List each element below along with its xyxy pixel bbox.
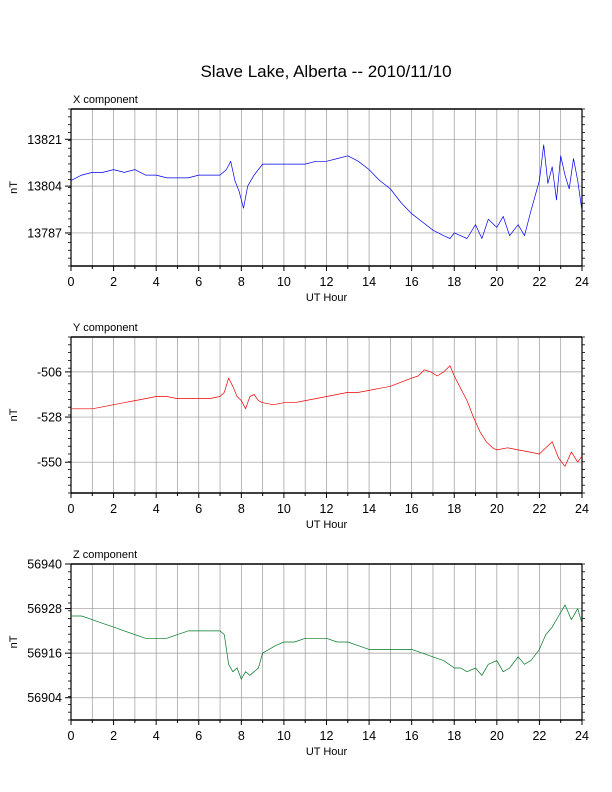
- x-x-tick-label: 6: [195, 275, 202, 289]
- z-x-tick-label: 22: [532, 729, 546, 743]
- z-series-line: [71, 604, 583, 680]
- z-x-tick-label: 16: [405, 729, 419, 743]
- x-y-tick-label: 13787: [27, 226, 62, 240]
- y-x-tick-label: 20: [490, 502, 504, 516]
- x-x-tick-label: 22: [532, 275, 546, 289]
- x-x-tick-label: 20: [490, 275, 504, 289]
- y-panel-label: Y component: [73, 322, 138, 334]
- z-x-tick-label: 12: [320, 729, 334, 743]
- x-y-tick-label: 13821: [27, 133, 62, 147]
- y-x-tick-label: 2: [110, 502, 117, 516]
- x-panel-label: X component: [73, 94, 138, 106]
- z-x-tick-label: 0: [68, 729, 75, 743]
- y-x-axis-label: UT Hour: [306, 519, 348, 531]
- x-x-tick-label: 0: [68, 275, 75, 289]
- z-x-tick-label: 20: [490, 729, 504, 743]
- y-x-tick-label: 16: [405, 502, 419, 516]
- x-x-tick-label: 10: [277, 275, 291, 289]
- y-x-tick-label: 8: [238, 502, 245, 516]
- z-x-tick-label: 4: [153, 729, 160, 743]
- y-x-tick-label: 18: [447, 502, 461, 516]
- y-x-tick-label: 4: [153, 502, 160, 516]
- y-y-tick-label: -528: [37, 411, 62, 425]
- x-x-tick-label: 8: [238, 275, 245, 289]
- z-x-tick-label: 8: [238, 729, 245, 743]
- y-x-tick-label: 0: [68, 502, 75, 516]
- y-y-tick-label: -506: [37, 365, 62, 379]
- z-y-tick-label: 56904: [27, 691, 62, 705]
- z-x-tick-label: 2: [110, 729, 117, 743]
- x-y-axis-label: nT: [8, 181, 20, 194]
- x-x-tick-label: 4: [153, 275, 160, 289]
- y-x-tick-label: 24: [575, 502, 589, 516]
- x-y-tick-label: 13804: [27, 180, 62, 194]
- z-y-tick-label: 56916: [27, 647, 62, 661]
- y-x-tick-label: 10: [277, 502, 291, 516]
- figure-title: Slave Lake, Alberta -- 2010/11/10: [200, 62, 451, 81]
- y-y-axis-label: nT: [8, 408, 20, 421]
- z-x-tick-label: 14: [362, 729, 376, 743]
- z-x-tick-label: 24: [575, 729, 589, 743]
- y-x-tick-label: 6: [195, 502, 202, 516]
- y-x-tick-label: 22: [532, 502, 546, 516]
- z-y-tick-label: 56928: [27, 602, 62, 616]
- x-x-tick-label: 16: [405, 275, 419, 289]
- z-y-axis-label: nT: [8, 635, 20, 648]
- y-y-tick-label: -550: [37, 456, 62, 470]
- x-x-axis-label: UT Hour: [306, 292, 348, 304]
- z-panel-label: Z component: [73, 549, 137, 561]
- x-series-line: [70, 144, 583, 239]
- y-series-line: [71, 365, 583, 467]
- x-x-tick-label: 24: [575, 275, 589, 289]
- x-x-tick-label: 2: [110, 275, 117, 289]
- z-x-tick-label: 10: [277, 729, 291, 743]
- x-x-tick-label: 14: [362, 275, 376, 289]
- z-x-tick-label: 18: [447, 729, 461, 743]
- z-x-tick-label: 6: [195, 729, 202, 743]
- x-x-tick-label: 12: [320, 275, 334, 289]
- y-x-tick-label: 12: [320, 502, 334, 516]
- z-component-panel: 0 2 4 6 8 10 12 14 16 18 20 22 245694056928569165690…: [8, 549, 589, 758]
- z-x-axis-label: UT Hour: [306, 746, 348, 758]
- x-x-tick-label: 18: [447, 275, 461, 289]
- z-y-tick-label: 56940: [27, 558, 62, 572]
- y-x-tick-label: 14: [362, 502, 376, 516]
